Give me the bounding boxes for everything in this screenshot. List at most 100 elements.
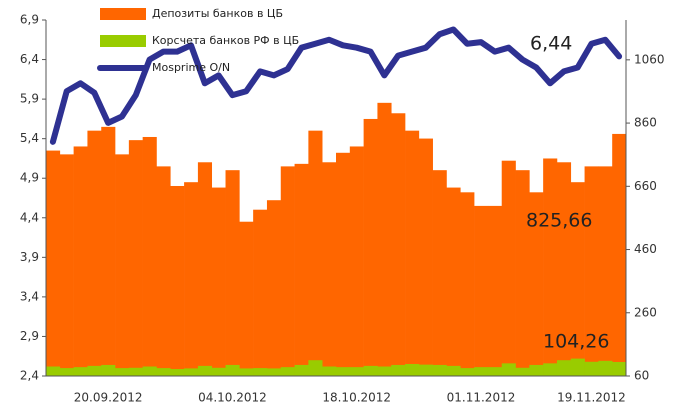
bar xyxy=(184,182,199,376)
y-tick-label: 2,9 xyxy=(20,329,39,343)
y2-tick-label: 260 xyxy=(634,305,657,319)
bar xyxy=(391,364,406,376)
bar xyxy=(170,185,185,376)
x-tick-label: 19.11.2012 xyxy=(557,391,626,405)
bar xyxy=(460,368,475,376)
annotation: 6,44 xyxy=(530,33,572,55)
y-tick-label: 3,4 xyxy=(20,289,39,303)
bar xyxy=(266,368,282,376)
bar xyxy=(543,158,558,376)
x-tick-label: 01.11.2012 xyxy=(447,391,516,405)
bar xyxy=(543,363,558,376)
bar xyxy=(211,367,226,376)
bar xyxy=(432,170,447,376)
bar xyxy=(225,364,240,376)
y-tick-label: 3,9 xyxy=(20,250,39,264)
bar xyxy=(515,367,530,376)
bar xyxy=(487,367,503,376)
bar xyxy=(584,166,599,376)
bar xyxy=(501,363,516,376)
bar xyxy=(239,221,254,376)
bar xyxy=(308,360,323,376)
y-tick-label: 6,4 xyxy=(20,52,39,66)
bar xyxy=(377,102,392,377)
bar xyxy=(474,367,489,376)
bar xyxy=(349,367,364,376)
y2-tick-label: 1060 xyxy=(634,52,665,66)
bar xyxy=(211,187,226,376)
bar xyxy=(377,366,392,376)
bar xyxy=(87,365,102,376)
bar xyxy=(349,146,364,376)
y2-tick-label: 460 xyxy=(634,242,657,256)
bar xyxy=(418,138,433,376)
bar xyxy=(294,364,309,376)
bar xyxy=(598,166,613,376)
bar xyxy=(128,140,143,376)
bar xyxy=(197,365,213,376)
bar xyxy=(59,368,74,376)
bar xyxy=(280,166,295,376)
bar xyxy=(515,170,530,376)
bar xyxy=(446,365,461,376)
bar xyxy=(460,192,475,376)
x-tick-label: 18.10.2012 xyxy=(322,391,391,405)
bar xyxy=(322,162,337,376)
legend-label: Корсчета банков РФ в ЦБ xyxy=(152,34,299,47)
y2-tick-label: 860 xyxy=(634,116,657,130)
bar xyxy=(405,130,420,376)
bar xyxy=(336,367,351,376)
annotation: 825,66 xyxy=(526,210,592,232)
bar xyxy=(487,205,503,376)
y-tick-label: 5,4 xyxy=(20,131,39,145)
bar xyxy=(556,360,572,376)
y2-tick-label: 60 xyxy=(634,369,649,383)
bar xyxy=(405,363,420,376)
bar xyxy=(266,200,282,376)
bar xyxy=(59,154,74,376)
bar xyxy=(101,364,116,376)
bar xyxy=(612,362,627,376)
bar xyxy=(294,163,309,376)
y-tick-label: 4,4 xyxy=(20,210,39,224)
legend-label: Депозиты банков в ЦБ xyxy=(152,7,283,20)
bar xyxy=(101,126,116,376)
bar xyxy=(556,162,572,376)
bar xyxy=(239,368,254,376)
bar xyxy=(598,360,613,376)
bar xyxy=(115,368,130,376)
bar xyxy=(432,364,447,376)
y2-tick-label: 660 xyxy=(634,179,657,193)
bar xyxy=(253,368,268,376)
bar xyxy=(197,162,213,376)
bar xyxy=(363,365,378,376)
bar xyxy=(73,146,88,376)
bar xyxy=(529,364,544,376)
legend-swatch xyxy=(100,35,146,47)
y-tick-label: 5,9 xyxy=(20,92,39,106)
bar xyxy=(115,154,130,376)
bar xyxy=(474,205,489,376)
y-tick-label: 4,9 xyxy=(20,171,39,185)
bar xyxy=(308,130,323,376)
bar xyxy=(529,192,544,376)
legend-label: Mosprime O/N xyxy=(152,61,230,74)
bar xyxy=(391,113,406,377)
bar xyxy=(253,209,268,376)
bar xyxy=(170,369,185,376)
bar xyxy=(446,187,461,376)
bar xyxy=(501,160,516,376)
bar xyxy=(280,367,295,376)
bar xyxy=(322,366,337,376)
x-tick-label: 04.10.2012 xyxy=(198,391,267,405)
bar xyxy=(87,130,102,376)
bar xyxy=(46,366,61,376)
y-tick-label: 2,4 xyxy=(20,369,39,383)
bar xyxy=(184,368,199,376)
bar xyxy=(73,367,88,376)
bar xyxy=(142,136,157,376)
bar xyxy=(156,368,171,376)
bar xyxy=(142,366,157,376)
bar xyxy=(570,358,585,376)
